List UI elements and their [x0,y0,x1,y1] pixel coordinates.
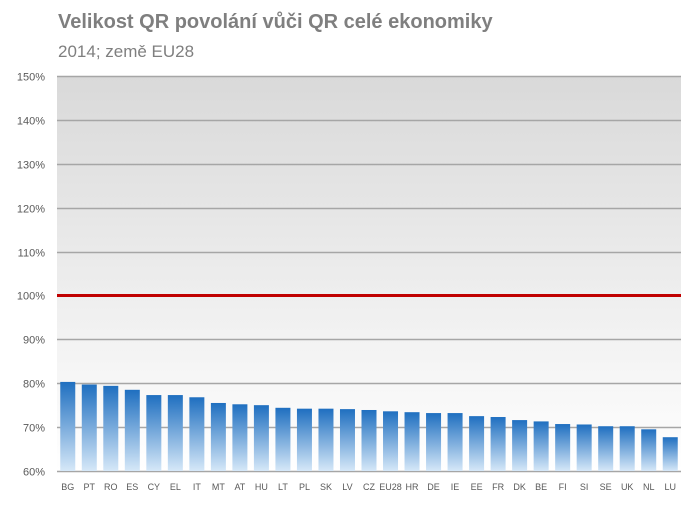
bar-ee [469,416,485,471]
bar-ie [447,413,463,471]
x-tick-label: IT [193,482,202,492]
bar-it [189,397,205,471]
bar-dk [512,420,528,471]
chart-subtitle: 2014; země EU28 [58,42,195,61]
bar-fi [555,424,571,471]
x-tick-label: SE [600,482,612,492]
x-tick-label: SI [580,482,589,492]
bar-fr [490,417,506,471]
bar-si [576,424,592,471]
y-tick-label: 70% [23,423,45,435]
x-tick-label: EE [471,482,483,492]
y-tick-label: 90% [23,335,45,347]
bar-hr [404,412,420,471]
x-tick-label: MT [212,482,225,492]
x-tick-label: DK [513,482,526,492]
x-tick-label: EL [170,482,181,492]
bar-cz [361,409,377,471]
y-tick-label: 150% [17,72,45,84]
x-tick-label: DE [427,482,440,492]
bar-nl [641,429,657,471]
y-tick-label: 100% [17,291,45,303]
bar-mt [210,402,226,471]
x-tick-label: HU [255,482,268,492]
y-tick-label: 110% [18,248,46,260]
y-tick-label: 130% [17,160,45,172]
x-tick-label: EU28 [379,482,402,492]
bar-se [598,426,614,471]
bar-de [426,413,442,471]
x-tick-label: SK [320,482,332,492]
bar-be [533,421,549,471]
bar-lt [275,407,291,471]
y-tick-label: 80% [23,379,45,391]
y-tick-label: 60% [23,467,45,479]
x-tick-label: UK [621,482,634,492]
bar-hu [253,405,269,471]
x-tick-label: IE [451,482,460,492]
bar-uk [619,426,635,471]
bar-cy [146,395,162,471]
x-tick-label: PL [299,482,310,492]
x-tick-label: CZ [363,482,375,492]
x-tick-label: LU [664,482,676,492]
bar-el [167,395,183,471]
y-tick-label: 120% [17,204,45,216]
x-tick-label: HR [406,482,419,492]
bar-sk [318,408,334,471]
x-tick-label: FI [559,482,567,492]
x-tick-label: RO [104,482,118,492]
x-tick-label: NL [643,482,655,492]
chart-title: Velikost QR povolání vůči QR celé ekonom… [58,11,493,33]
x-tick-label: LV [342,482,352,492]
x-tick-label: AT [234,482,245,492]
bar-bg [60,381,76,471]
y-tick-label: 140% [17,116,45,128]
bar-es [124,389,140,471]
bar-lu [662,437,678,471]
x-tick-label: ES [126,482,138,492]
bar-pt [81,384,97,471]
bar-pl [296,408,312,471]
x-tick-label: CY [148,482,161,492]
x-tick-label: PT [84,482,96,492]
bar-ro [103,385,119,471]
x-tick-label: BG [61,482,74,492]
x-tick-label: LT [278,482,288,492]
bar-lv [339,409,355,471]
x-tick-label: BE [535,482,547,492]
bar-at [232,404,248,471]
x-tick-label: FR [492,482,504,492]
bar-eu28 [383,411,399,471]
